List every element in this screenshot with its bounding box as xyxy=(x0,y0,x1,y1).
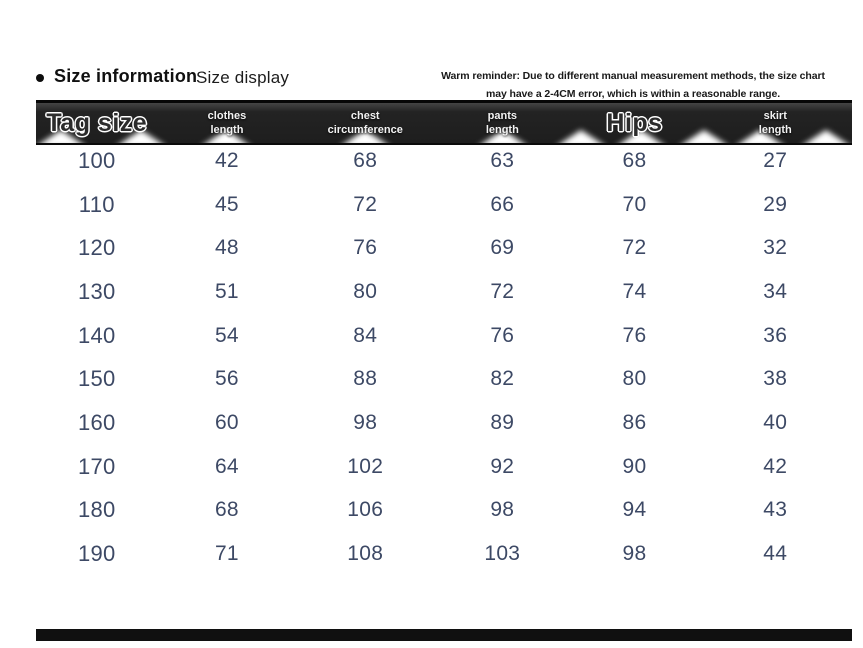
column-header-hips: Hips xyxy=(606,108,663,137)
column-header-chest-circumference: chest circumference xyxy=(327,109,403,136)
size-table-body: 100 42 68 63 68 27 110 45 72 66 70 29 12… xyxy=(36,139,852,576)
warm-reminder-line2: may have a 2-4CM error, which is within … xyxy=(485,88,781,101)
cell-skirt-length: 43 xyxy=(763,498,788,522)
table-row: 190 71 108 103 98 44 xyxy=(36,532,852,576)
bullet-icon xyxy=(36,74,44,82)
cell-skirt-length: 32 xyxy=(763,236,788,260)
cell-pants-length: 63 xyxy=(490,148,515,172)
cell-skirt-length: 38 xyxy=(763,367,788,391)
cell-pants-length: 92 xyxy=(490,454,515,478)
cell-clothes-length: 54 xyxy=(214,323,239,347)
cell-tag-size: 160 xyxy=(77,409,116,435)
table-row: 100 42 68 63 68 27 xyxy=(36,139,852,183)
page-title: Size information xyxy=(54,66,198,86)
highlight-triangle xyxy=(200,130,252,143)
cell-clothes-length: 48 xyxy=(214,236,239,260)
cell-hips: 90 xyxy=(622,454,647,478)
cell-tag-size: 100 xyxy=(77,147,116,173)
highlight-triangle xyxy=(339,130,391,143)
footer-stripe xyxy=(36,629,852,641)
cell-clothes-length: 51 xyxy=(214,279,239,303)
cell-clothes-length: 71 xyxy=(214,542,239,566)
highlight-triangle xyxy=(36,130,87,143)
highlight-triangle xyxy=(734,130,786,143)
cell-hips: 80 xyxy=(622,367,647,391)
column-header-clothes-length: clothes length xyxy=(207,109,247,136)
cell-clothes-length: 64 xyxy=(214,454,239,478)
cell-chest-circumference: 108 xyxy=(347,542,384,566)
cell-chest-circumference: 102 xyxy=(347,454,384,478)
table-header-band: Tag size clothes length chest circumfere… xyxy=(36,100,852,145)
warm-reminder-line1: Warm reminder: Due to different manual m… xyxy=(441,70,825,82)
cell-tag-size: 190 xyxy=(77,541,116,567)
cell-clothes-length: 68 xyxy=(214,498,239,522)
cell-pants-length: 103 xyxy=(484,542,521,566)
highlight-triangle xyxy=(678,130,730,143)
cell-chest-circumference: 84 xyxy=(353,323,378,347)
table-row: 130 51 80 72 74 34 xyxy=(36,270,852,314)
cell-pants-length: 72 xyxy=(490,279,515,303)
column-header-skirt-length: skirt length xyxy=(758,109,792,136)
table-row: 110 45 72 66 70 29 xyxy=(36,183,852,227)
cell-clothes-length: 56 xyxy=(214,367,239,391)
cell-chest-circumference: 106 xyxy=(347,498,384,522)
cell-chest-circumference: 80 xyxy=(353,279,378,303)
cell-chest-circumference: 72 xyxy=(353,192,378,216)
cell-tag-size: 170 xyxy=(77,453,116,479)
cell-pants-length: 66 xyxy=(490,192,515,216)
table-row: 180 68 106 98 94 43 xyxy=(36,489,852,533)
cell-chest-circumference: 68 xyxy=(353,148,378,172)
column-header-tag-size: Tag size xyxy=(46,108,148,137)
cell-hips: 98 xyxy=(622,542,647,566)
cell-skirt-length: 36 xyxy=(763,323,788,347)
cell-chest-circumference: 76 xyxy=(353,236,378,260)
cell-tag-size: 180 xyxy=(77,497,116,523)
cell-skirt-length: 29 xyxy=(763,192,788,216)
cell-chest-circumference: 98 xyxy=(353,410,378,434)
cell-tag-size: 120 xyxy=(77,235,116,261)
cell-tag-size: 130 xyxy=(77,278,116,304)
cell-hips: 68 xyxy=(622,148,647,172)
table-row: 160 60 98 89 86 40 xyxy=(36,401,852,445)
highlight-triangle xyxy=(555,130,607,143)
table-row: 150 56 88 82 80 38 xyxy=(36,357,852,401)
cell-hips: 72 xyxy=(622,236,647,260)
cell-chest-circumference: 88 xyxy=(353,367,378,391)
table-row: 170 64 102 92 90 42 xyxy=(36,445,852,489)
highlight-triangle xyxy=(477,130,529,143)
cell-hips: 70 xyxy=(622,192,647,216)
cell-pants-length: 69 xyxy=(490,236,515,260)
cell-skirt-length: 40 xyxy=(763,410,788,434)
highlight-triangle xyxy=(115,130,167,143)
cell-pants-length: 82 xyxy=(490,367,515,391)
cell-hips: 86 xyxy=(622,410,647,434)
table-row: 140 54 84 76 76 36 xyxy=(36,314,852,358)
cell-skirt-length: 34 xyxy=(763,279,788,303)
cell-clothes-length: 42 xyxy=(214,148,239,172)
cell-hips: 76 xyxy=(622,323,647,347)
cell-hips: 94 xyxy=(622,498,647,522)
cell-clothes-length: 60 xyxy=(214,410,239,434)
cell-pants-length: 98 xyxy=(490,498,515,522)
cell-tag-size: 140 xyxy=(77,322,116,348)
page-header: Size information Size display Warm remin… xyxy=(0,0,863,100)
cell-tag-size: 110 xyxy=(78,191,115,217)
highlight-triangle xyxy=(800,130,852,143)
cell-pants-length: 89 xyxy=(490,410,515,434)
table-row: 120 48 76 69 72 32 xyxy=(36,226,852,270)
column-header-pants-length: pants length xyxy=(485,109,519,136)
cell-skirt-length: 44 xyxy=(763,542,788,566)
highlight-triangle xyxy=(615,130,667,143)
page-subtitle: Size display xyxy=(196,68,290,87)
cell-clothes-length: 45 xyxy=(214,192,239,216)
warm-reminder: Warm reminder: Due to different manual m… xyxy=(408,67,858,104)
cell-pants-length: 76 xyxy=(490,323,515,347)
cell-tag-size: 150 xyxy=(77,366,116,392)
cell-skirt-length: 27 xyxy=(763,148,788,172)
cell-hips: 74 xyxy=(622,279,647,303)
cell-skirt-length: 42 xyxy=(763,454,788,478)
